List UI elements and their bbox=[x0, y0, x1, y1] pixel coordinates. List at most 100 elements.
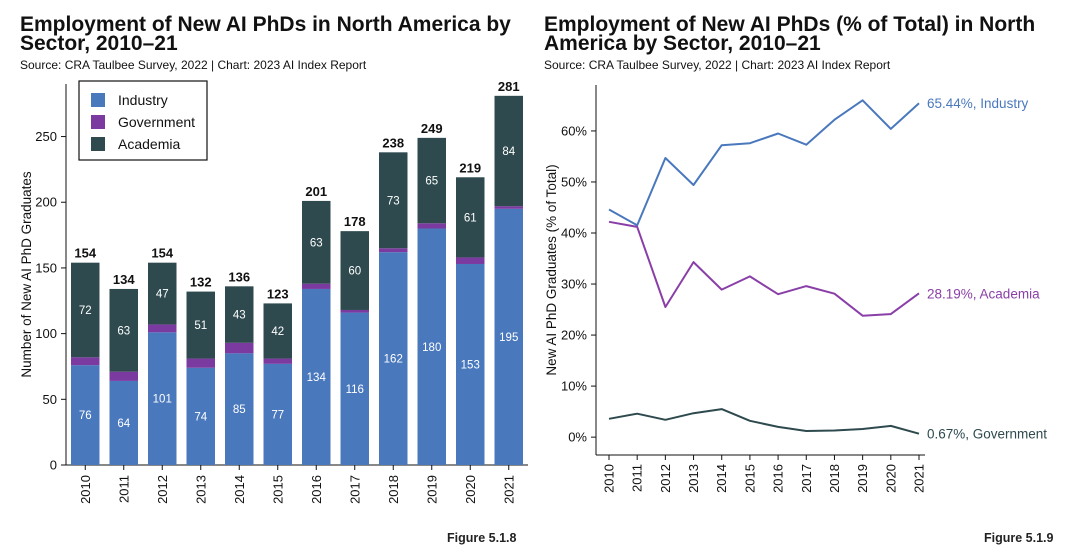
legend-swatch-government bbox=[91, 115, 105, 129]
x-tick-label: 2016 bbox=[771, 464, 786, 493]
y-tick-label: 100 bbox=[35, 326, 57, 341]
bar-value-label: 60 bbox=[348, 266, 361, 278]
bar-value-label: 84 bbox=[502, 146, 515, 158]
bar-segment-academia bbox=[148, 262, 177, 325]
bar-segment-government bbox=[225, 342, 254, 354]
x-tick-label: 2010 bbox=[78, 475, 93, 504]
bar-value-label: 63 bbox=[117, 325, 130, 337]
bar-segment-government bbox=[71, 357, 100, 366]
series-end-label-academia: 28.19%, Academia bbox=[927, 286, 1040, 301]
y-axis-label: Number of New AI PhD Graduates bbox=[19, 171, 34, 378]
y-tick-label: 0 bbox=[50, 458, 57, 473]
legend-label-government: Government bbox=[118, 114, 195, 130]
x-tick-label: 2018 bbox=[827, 464, 842, 493]
y-tick-label: 200 bbox=[35, 195, 57, 210]
x-tick-label: 2012 bbox=[155, 475, 170, 504]
legend-swatch-academia bbox=[91, 137, 105, 151]
x-tick-label: 2021 bbox=[501, 475, 516, 504]
bar-value-label: 47 bbox=[156, 289, 169, 301]
x-tick-label: 2020 bbox=[883, 464, 898, 493]
bar-segment-industry bbox=[225, 353, 254, 465]
bar-total-label: 132 bbox=[190, 275, 212, 290]
x-tick-label: 2019 bbox=[855, 464, 870, 493]
bar-total-label: 123 bbox=[267, 286, 289, 301]
bar-segment-industry bbox=[109, 380, 138, 465]
bar-segment-academia bbox=[109, 288, 138, 372]
bar-value-label: 51 bbox=[194, 320, 207, 332]
bar-segment-academia bbox=[340, 231, 369, 310]
right-figure-label: Figure 5.1.9 bbox=[984, 531, 1054, 545]
bar-value-label: 116 bbox=[346, 384, 364, 396]
bar-value-label: 63 bbox=[310, 237, 323, 249]
x-tick-label: 2014 bbox=[714, 464, 729, 493]
y-tick-label: 150 bbox=[35, 260, 57, 275]
x-tick-label: 2018 bbox=[386, 475, 401, 504]
bar-total-label: 154 bbox=[151, 246, 173, 261]
bar-total-label: 178 bbox=[344, 214, 366, 229]
bar-segment-government bbox=[379, 248, 408, 253]
x-tick-label: 2019 bbox=[424, 475, 439, 504]
y-tick-label: 50% bbox=[561, 174, 587, 189]
bar-segment-academia bbox=[417, 137, 446, 224]
left-chart-title-line1: Employment of New AI PhDs in North Ameri… bbox=[20, 13, 511, 36]
x-tick-label: 2013 bbox=[193, 475, 208, 504]
series-line-academia bbox=[608, 220, 920, 317]
bar-value-label: 65 bbox=[425, 176, 438, 188]
bar-segment-academia bbox=[302, 200, 331, 284]
bar-segment-industry bbox=[340, 312, 369, 465]
bar-segment-government bbox=[109, 371, 138, 381]
bar-segment-industry bbox=[71, 365, 100, 465]
bar-segment-industry bbox=[263, 363, 292, 465]
series-line-government bbox=[608, 408, 920, 435]
x-tick-label: 2010 bbox=[602, 464, 617, 493]
bar-segment-government bbox=[456, 257, 485, 264]
bar-value-label: 73 bbox=[387, 195, 400, 207]
bar-segment-government bbox=[186, 358, 215, 368]
x-tick-label: 2020 bbox=[463, 475, 478, 504]
y-tick-label: 50 bbox=[43, 392, 57, 407]
y-tick-label: 60% bbox=[561, 123, 587, 138]
left-chart-source: Source: CRA Taulbee Survey, 2022 | Chart… bbox=[20, 58, 367, 72]
bar-total-label: 281 bbox=[498, 79, 520, 94]
bar-value-label: 153 bbox=[461, 359, 480, 371]
bar-segment-government bbox=[148, 324, 177, 333]
left-chart-title-line2: Sector, 2010–21 bbox=[20, 32, 178, 55]
bar-value-label: 101 bbox=[153, 394, 172, 406]
x-tick-label: 2015 bbox=[742, 464, 757, 493]
y-tick-label: 30% bbox=[561, 277, 587, 292]
x-tick-label: 2015 bbox=[270, 475, 285, 504]
y-tick-label: 40% bbox=[561, 226, 587, 241]
bar-segment-government bbox=[494, 206, 523, 209]
bar-segment-industry bbox=[302, 288, 331, 465]
bar-value-label: 180 bbox=[422, 342, 441, 354]
bar-segment-industry bbox=[148, 332, 177, 465]
x-tick-label: 2013 bbox=[686, 464, 701, 493]
bar-value-label: 72 bbox=[79, 305, 92, 317]
bar-value-label: 77 bbox=[271, 409, 284, 421]
bar-segment-academia bbox=[494, 95, 523, 207]
legend-label-industry: Industry bbox=[118, 92, 168, 108]
bar-segment-industry bbox=[417, 228, 446, 465]
series-end-label-government: 0.67%, Government bbox=[927, 427, 1047, 442]
bar-segment-academia bbox=[456, 177, 485, 258]
bar-value-label: 43 bbox=[233, 310, 246, 322]
bar-value-label: 85 bbox=[233, 404, 246, 416]
bar-total-label: 154 bbox=[74, 246, 96, 261]
x-tick-label: 2011 bbox=[116, 475, 131, 503]
x-tick-label: 2021 bbox=[912, 464, 927, 493]
bar-total-label: 134 bbox=[113, 272, 135, 287]
bar-value-label: 74 bbox=[194, 411, 207, 423]
bar-value-label: 162 bbox=[384, 354, 403, 366]
bar-segment-academia bbox=[225, 286, 254, 343]
y-tick-label: 20% bbox=[561, 328, 587, 343]
bar-segment-industry bbox=[186, 367, 215, 465]
legend-swatch-industry bbox=[91, 93, 105, 107]
x-tick-label: 2017 bbox=[347, 475, 362, 504]
bar-value-label: 76 bbox=[79, 410, 92, 422]
left-figure-label: Figure 5.1.8 bbox=[447, 531, 517, 545]
bar-segment-government bbox=[263, 358, 292, 364]
bar-value-label: 195 bbox=[499, 332, 518, 344]
bar-segment-government bbox=[417, 223, 446, 229]
y-tick-label: 0% bbox=[568, 430, 587, 445]
bar-value-label: 134 bbox=[307, 372, 327, 384]
